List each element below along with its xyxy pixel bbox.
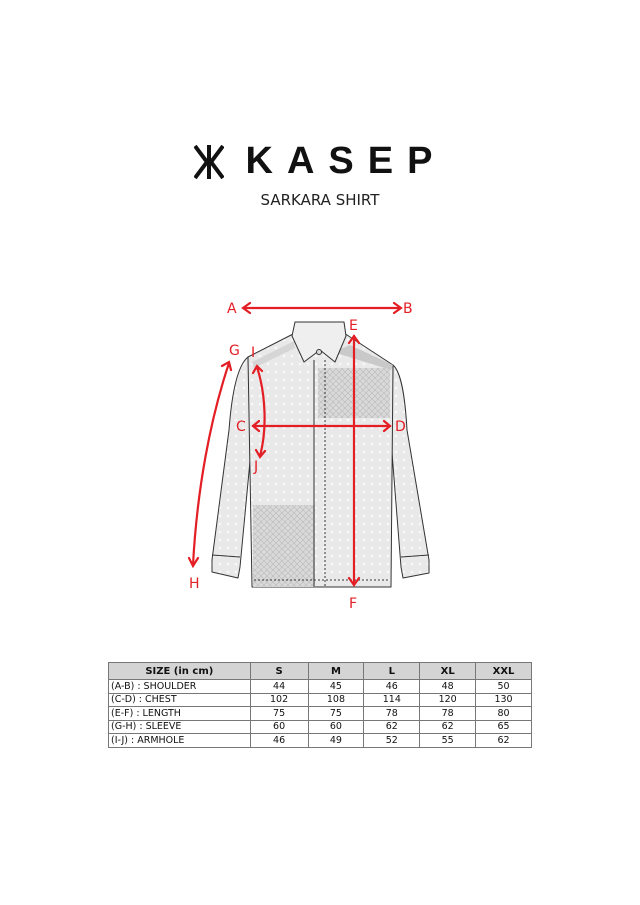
table-cell: 60 (249, 720, 309, 734)
table-cell: 60 (307, 720, 365, 734)
table-row: (A-B) : SHOULDER 44 45 46 48 50 (108, 679, 532, 694)
table-cell: 52 (363, 733, 421, 748)
table-cell: 65 (475, 720, 532, 734)
table-row: (G-H) : SLEEVE 60 60 62 62 65 (108, 720, 532, 734)
header-m: M (307, 662, 365, 680)
table-header-row: SIZE (in cm) S M L XL XXL (108, 662, 532, 680)
table-cell: 62 (419, 720, 477, 734)
table-cell: 114 (363, 693, 421, 707)
table-cell: 108 (307, 693, 365, 707)
collar-button (316, 349, 322, 355)
table-cell: 44 (249, 679, 309, 694)
table-cell: 80 (475, 706, 532, 721)
table-cell: 78 (363, 706, 421, 721)
label-d: D (395, 419, 406, 435)
collar (291, 321, 347, 363)
label-f: F (349, 596, 357, 612)
table-cell: 62 (475, 733, 532, 748)
table-cell: 46 (363, 679, 421, 694)
right-sleeve (390, 364, 430, 579)
label-c: C (236, 419, 246, 435)
label-j: J (253, 459, 258, 475)
table-cell: 50 (475, 679, 532, 694)
header-xxl: XXL (475, 662, 532, 680)
table-cell: 48 (419, 679, 477, 694)
table-row: (I-J) : ARMHOLE 46 49 52 55 62 (108, 733, 532, 748)
table-cell: 130 (475, 693, 532, 707)
arrow-g-h (191, 361, 231, 567)
row-label: (E-F) : LENGTH (108, 706, 251, 721)
shirt-outline (211, 321, 430, 588)
header-s: S (249, 662, 309, 680)
table-cell: 75 (249, 706, 309, 721)
label-g: G (229, 343, 240, 359)
size-chart-table: SIZE (in cm) S M L XL XXL (A-B) : SHOULD… (108, 662, 532, 748)
label-h: H (189, 576, 200, 592)
arrow-i-j (255, 365, 266, 458)
brand-logo: KASEP (0, 140, 640, 183)
table-cell: 49 (307, 733, 365, 748)
label-i: I (251, 345, 255, 361)
row-label: (A-B) : SHOULDER (108, 679, 251, 694)
row-label: (G-H) : SLEEVE (108, 720, 251, 734)
label-b: B (403, 301, 413, 317)
table-row: (E-F) : LENGTH 75 75 78 78 80 (108, 706, 532, 721)
left-sleeve (211, 356, 253, 579)
table-cell: 78 (419, 706, 477, 721)
table-cell: 46 (249, 733, 309, 748)
header-xl: XL (419, 662, 477, 680)
header-l: L (363, 662, 421, 680)
table-cell: 102 (249, 693, 309, 707)
brand-name: KASEP (245, 140, 447, 182)
row-label: (I-J) : ARMHOLE (108, 733, 251, 748)
label-e: E (349, 318, 358, 334)
table-row: (C-D) : CHEST 102 108 114 120 130 (108, 693, 532, 707)
header-size: SIZE (in cm) (108, 662, 251, 680)
row-label: (C-D) : CHEST (108, 693, 251, 707)
kasep-mark-icon (192, 144, 225, 179)
table-cell: 120 (419, 693, 477, 707)
measurement-labels: A B C D E F G H I J (189, 301, 413, 612)
table-cell: 55 (419, 733, 477, 748)
table-cell: 75 (307, 706, 365, 721)
measurement-arrows (187, 301, 403, 587)
pattern-panel-left-bottom (253, 505, 315, 587)
label-a: A (227, 301, 237, 317)
table-cell: 45 (307, 679, 365, 694)
product-title: SARKARA SHIRT (260, 191, 380, 209)
table-cell: 62 (363, 720, 421, 734)
